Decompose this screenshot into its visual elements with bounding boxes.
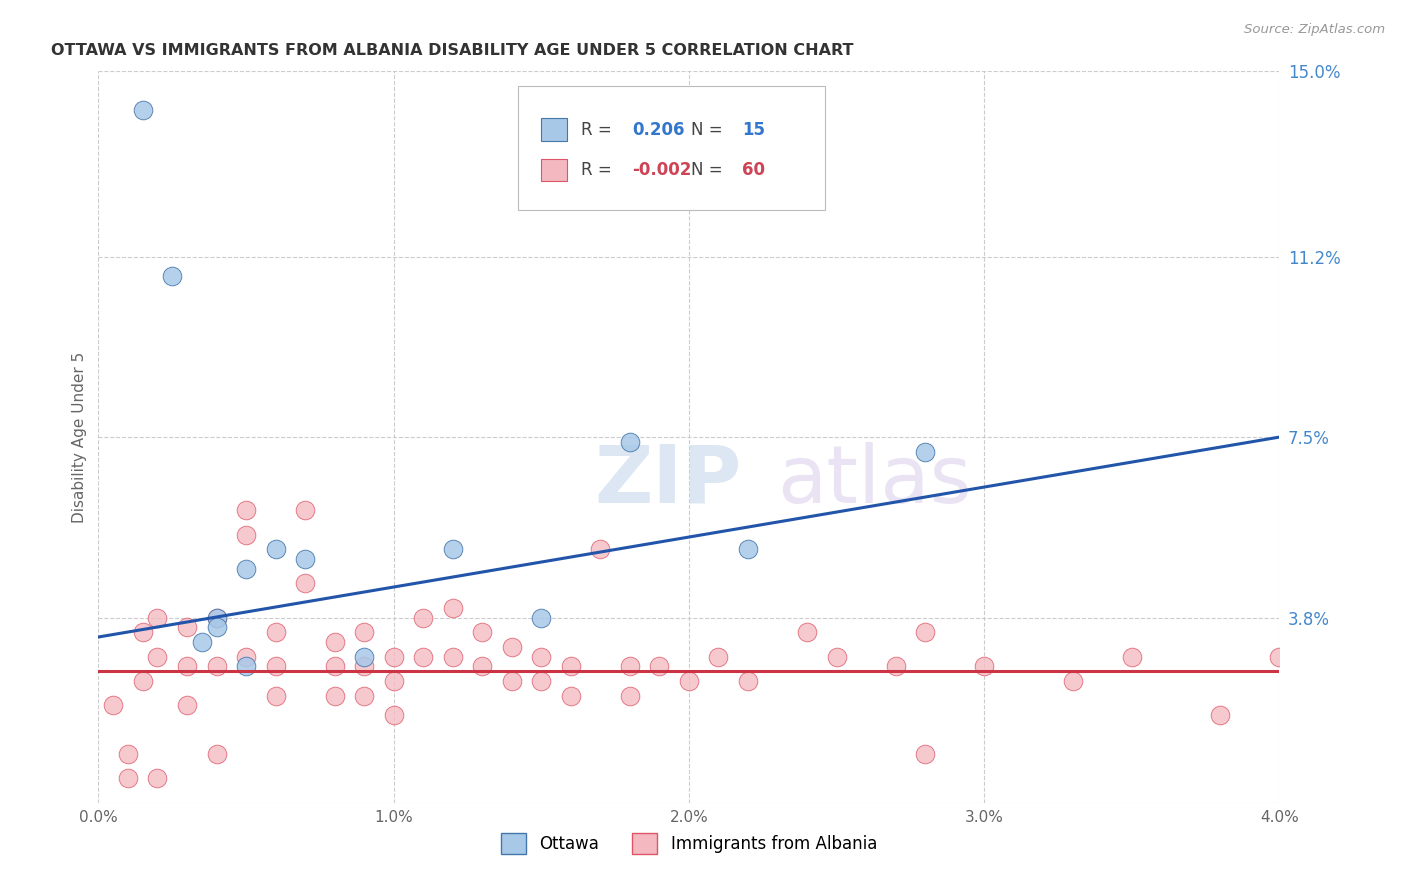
Point xyxy=(117,747,139,761)
Point xyxy=(914,444,936,458)
Point xyxy=(1062,673,1084,688)
Text: N =: N = xyxy=(692,120,728,138)
Point xyxy=(382,708,405,723)
Text: OTTAWA VS IMMIGRANTS FROM ALBANIA DISABILITY AGE UNDER 5 CORRELATION CHART: OTTAWA VS IMMIGRANTS FROM ALBANIA DISABI… xyxy=(51,43,853,58)
Point xyxy=(560,659,582,673)
Point xyxy=(235,649,257,664)
Point xyxy=(501,673,523,688)
Point xyxy=(441,542,464,557)
Point xyxy=(353,689,375,703)
Point xyxy=(530,673,553,688)
Point xyxy=(132,103,155,118)
Point xyxy=(264,625,287,640)
Point xyxy=(205,659,228,673)
Text: atlas: atlas xyxy=(778,442,972,520)
Point xyxy=(323,689,346,703)
Point xyxy=(205,610,228,624)
Point xyxy=(146,610,169,624)
Text: 15: 15 xyxy=(742,120,765,138)
Point xyxy=(176,698,198,713)
Point xyxy=(294,576,316,591)
Point xyxy=(796,625,818,640)
Point xyxy=(235,562,257,576)
FancyBboxPatch shape xyxy=(541,159,567,181)
Point xyxy=(323,635,346,649)
Point xyxy=(1209,708,1232,723)
Point xyxy=(323,659,346,673)
Point xyxy=(235,527,257,541)
Point xyxy=(146,772,169,786)
FancyBboxPatch shape xyxy=(517,86,825,211)
Point xyxy=(382,673,405,688)
Text: 0.206: 0.206 xyxy=(633,120,685,138)
Point xyxy=(146,649,169,664)
Text: 60: 60 xyxy=(742,161,765,178)
Point xyxy=(117,772,139,786)
Point xyxy=(648,659,671,673)
Point xyxy=(294,503,316,517)
Point xyxy=(353,649,375,664)
Point xyxy=(973,659,995,673)
Point xyxy=(382,649,405,664)
Point xyxy=(501,640,523,654)
Point xyxy=(737,673,759,688)
Point xyxy=(176,620,198,634)
Text: -0.002: -0.002 xyxy=(633,161,692,178)
Point xyxy=(264,542,287,557)
Point xyxy=(205,620,228,634)
Point xyxy=(441,600,464,615)
Point xyxy=(412,610,434,624)
Text: ZIP: ZIP xyxy=(595,442,742,520)
Point xyxy=(589,542,612,557)
Point xyxy=(619,434,641,449)
Point xyxy=(825,649,848,664)
Y-axis label: Disability Age Under 5: Disability Age Under 5 xyxy=(72,351,87,523)
Point xyxy=(353,659,375,673)
Point xyxy=(162,269,183,284)
Point xyxy=(205,747,228,761)
Point xyxy=(471,625,494,640)
Point xyxy=(737,542,759,557)
Point xyxy=(678,673,700,688)
Point xyxy=(176,659,198,673)
Point xyxy=(235,503,257,517)
Point xyxy=(1268,649,1291,664)
Text: R =: R = xyxy=(582,161,617,178)
Point xyxy=(264,659,287,673)
Point xyxy=(1121,649,1143,664)
Text: N =: N = xyxy=(692,161,728,178)
Point xyxy=(132,673,155,688)
Point xyxy=(884,659,907,673)
Point xyxy=(619,659,641,673)
Text: Source: ZipAtlas.com: Source: ZipAtlas.com xyxy=(1244,23,1385,37)
Point xyxy=(707,649,730,664)
Point xyxy=(264,689,287,703)
Point xyxy=(412,649,434,664)
Point xyxy=(530,610,553,624)
Point xyxy=(353,625,375,640)
Point xyxy=(191,635,214,649)
Point xyxy=(441,649,464,664)
Point xyxy=(205,610,228,624)
Point xyxy=(294,552,316,566)
Point xyxy=(914,625,936,640)
Legend: Ottawa, Immigrants from Albania: Ottawa, Immigrants from Albania xyxy=(494,827,884,860)
Point xyxy=(132,625,155,640)
Point xyxy=(471,659,494,673)
Point xyxy=(560,689,582,703)
Point xyxy=(235,659,257,673)
FancyBboxPatch shape xyxy=(541,119,567,141)
Point xyxy=(914,747,936,761)
Text: R =: R = xyxy=(582,120,617,138)
Point xyxy=(103,698,125,713)
Point xyxy=(530,649,553,664)
Point xyxy=(619,689,641,703)
